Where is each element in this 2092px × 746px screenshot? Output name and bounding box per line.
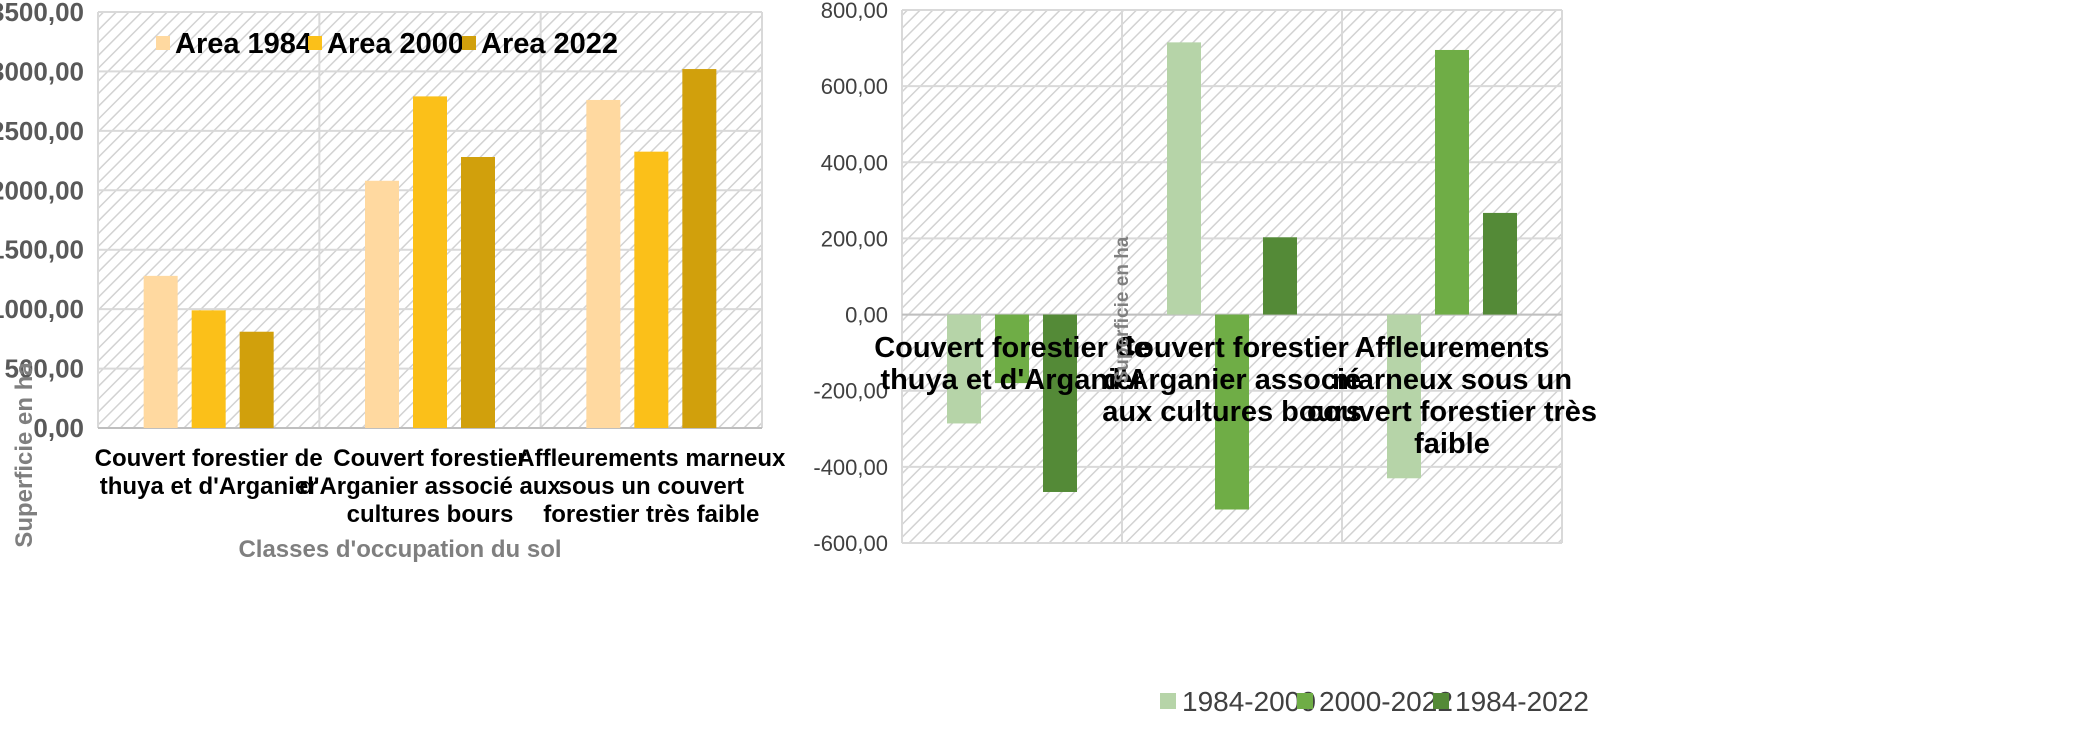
- legend-label: 1984-2022: [1455, 686, 1589, 717]
- bar-1984-2022: [1043, 314, 1077, 492]
- bar-area-2000: [413, 96, 447, 428]
- bar-area-2000: [191, 310, 226, 428]
- legend-label: Area 2000: [327, 28, 464, 60]
- y-axis-title: Superficie en ha: [1112, 236, 1133, 383]
- x-category-label: marneux sous un: [1332, 364, 1572, 396]
- bar-area-1984: [365, 180, 399, 428]
- bar-area-2022: [239, 331, 274, 428]
- bar-2000-2022: [995, 314, 1029, 384]
- y-tick-label: 3500,00: [0, 0, 84, 27]
- bar-1984-2000: [947, 314, 981, 424]
- x-category-label: sous un couvert: [559, 473, 744, 500]
- bar-area-2000: [634, 151, 669, 428]
- bar-1984-2000: [1167, 42, 1201, 315]
- y-tick-label: 0,00: [845, 303, 888, 328]
- y-tick-label: 3000,00: [0, 56, 84, 86]
- y-tick-label: -400,00: [813, 455, 888, 480]
- bar-area-1984: [586, 99, 621, 428]
- x-category-label: Couvert forestier de: [95, 445, 323, 472]
- x-category-label: forestier très faible: [543, 501, 759, 528]
- y-tick-label: -200,00: [813, 379, 888, 404]
- y-tick-label: 600,00: [821, 74, 888, 99]
- y-tick-label: 2500,00: [0, 116, 84, 146]
- legend-label: Area 2022: [481, 28, 618, 60]
- legend-label: 2000-2022: [1319, 686, 1453, 717]
- y-tick-label: 200,00: [821, 226, 888, 251]
- bar-1984-2000: [1387, 314, 1421, 479]
- y-tick-label: 1500,00: [0, 235, 84, 265]
- x-category-label: thuya et d'Arganier: [100, 473, 318, 500]
- legend-swatch: [1297, 693, 1313, 709]
- x-category-label: Affleurements: [1355, 332, 1550, 364]
- x-category-label: couvert forestier très: [1307, 396, 1597, 428]
- bar-2000-2022: [1215, 314, 1249, 510]
- y-tick-label: -600,00: [813, 531, 888, 556]
- y-tick-label: 2000,00: [0, 175, 84, 205]
- x-category-label: Couvert forestier de: [874, 332, 1150, 364]
- bar-2000-2022: [1435, 49, 1469, 315]
- y-tick-label: 0,00: [33, 413, 84, 443]
- bar-1984-2022: [1483, 212, 1517, 315]
- x-category-label: thuya et d'Arganier: [880, 364, 1143, 396]
- x-category-label: d'Arganier associé: [1103, 364, 1361, 396]
- legend-swatch: [308, 36, 322, 50]
- x-category-label: Couvert forestier: [333, 445, 526, 472]
- y-tick-label: 1000,00: [0, 294, 84, 324]
- legend-label: 1984-2000: [1182, 686, 1316, 717]
- x-category-label: d'Arganier associé aux: [299, 473, 561, 500]
- x-category-label: Affleurements marneux: [517, 445, 786, 472]
- legend-swatch: [462, 36, 476, 50]
- x-category-label: cultures bours: [347, 501, 514, 528]
- x-category-label: faible: [1414, 428, 1490, 460]
- legend-swatch: [1160, 693, 1176, 709]
- y-axis-title: Superficie en ha: [11, 362, 38, 548]
- y-tick-label: 500,00: [4, 354, 84, 384]
- bar-area-2022: [682, 69, 717, 429]
- bar-1984-2022: [1263, 237, 1297, 315]
- legend-label: Area 1984: [175, 28, 312, 60]
- x-category-label: Couvert forestier: [1115, 332, 1349, 364]
- legend-swatch: [1433, 693, 1449, 709]
- y-tick-label: 400,00: [821, 150, 888, 175]
- legend-swatch: [156, 36, 170, 50]
- y-tick-label: 800,00: [821, 0, 888, 23]
- bar-area-1984: [143, 275, 178, 428]
- chart-land-cover-area: 0,00 500,00 1000,00 1500,00 2000,00 2500,00 30…: [0, 0, 786, 563]
- x-axis-title: Classes d'occupation du sol: [238, 536, 561, 563]
- bar-area-2022: [461, 157, 495, 428]
- x-category-label: aux cultures bours: [1102, 396, 1361, 428]
